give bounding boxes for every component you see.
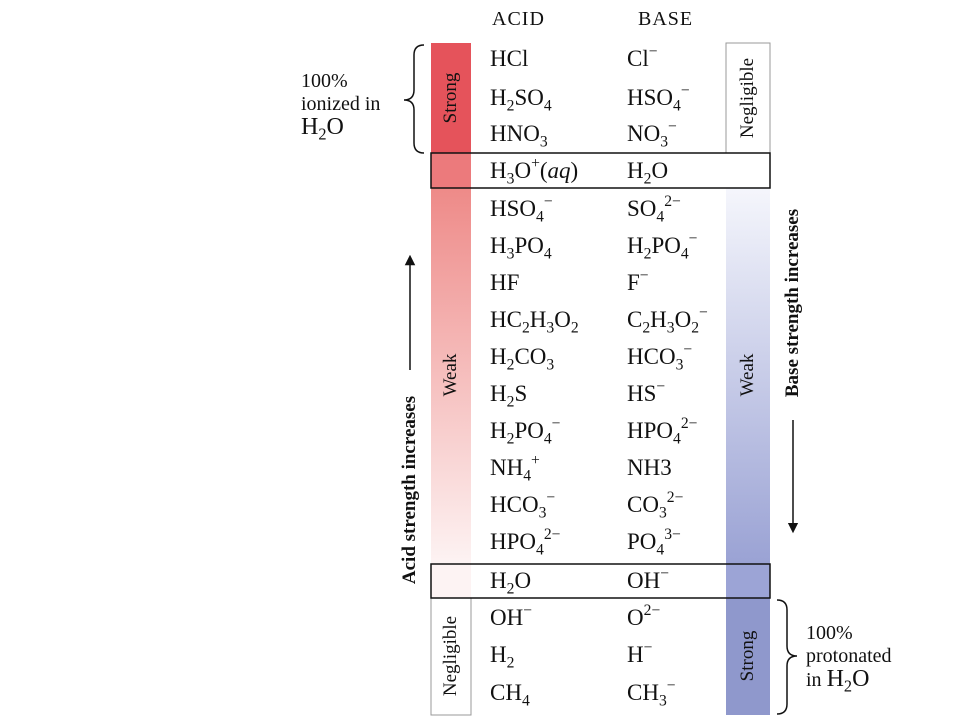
- ionized-note-line1: 100%: [301, 70, 348, 92]
- acid-cell-hso4: HSO4−: [490, 192, 553, 226]
- base-strength-axis-label: Base strength increases: [782, 208, 803, 398]
- acid-cell-hno3: HNO3: [490, 121, 548, 151]
- acid-strong-band: [431, 43, 471, 153]
- base-cell-hco3: HCO3−: [627, 340, 693, 374]
- acid-cell-hco3: HCO3−: [490, 488, 556, 522]
- protonated-note-line3: in H2O: [806, 666, 870, 696]
- acid-cell-hcl: HCl: [490, 46, 529, 71]
- base-strong-label: Strong: [737, 630, 758, 682]
- acid-cell-hc2h3o2: HC2H3O2: [490, 307, 579, 337]
- ionized-note: 100% ionized in H2O: [301, 70, 381, 144]
- ionized-brace: [403, 44, 425, 154]
- protonated-note-line1: 100%: [806, 622, 853, 644]
- base-cell-c2h3o2: C2H3O2−: [627, 303, 708, 337]
- acid-hydronium-band: [431, 153, 471, 188]
- acid-cell-h3o: H3O+(aq): [490, 154, 579, 188]
- base-weak-label: Weak: [737, 353, 758, 397]
- acid-cell-h3po4: H3PO4: [490, 233, 552, 263]
- acid-strong-label: Strong: [440, 72, 461, 124]
- base-strong-band: [726, 598, 770, 715]
- acid-cell-h2: H2: [490, 642, 515, 672]
- acid-weak-band: [431, 188, 471, 564]
- base-cell-cl: Cl−: [627, 42, 658, 71]
- protonated-brace: [776, 599, 798, 715]
- acid-cell-h2so4: H2SO4: [490, 85, 552, 115]
- base-negligible-band: [725, 42, 771, 154]
- acid-cell-hf: HF: [490, 270, 520, 295]
- base-cell-hso4: HSO4−: [627, 81, 690, 115]
- acid-negligible-label: Negligible: [440, 615, 461, 697]
- base-cell-h2o-top: H2O: [627, 158, 669, 188]
- protonated-note: 100% protonated in H2O: [806, 622, 892, 696]
- base-cell-ch3: CH3−: [627, 676, 676, 710]
- base-weak-band: [726, 188, 770, 564]
- acid-cell-h2co3: H2CO3: [490, 344, 555, 374]
- acid-cell-oh: OH−: [490, 601, 533, 630]
- base-cell-oh: OH−: [627, 564, 670, 593]
- acid-negligible-band: [430, 597, 472, 716]
- acid-column-header: ACID: [492, 8, 545, 30]
- base-cell-po4: PO43−: [627, 525, 681, 559]
- base-cell-hs: HS−: [627, 377, 666, 406]
- base-cell-no3: NO3−: [627, 117, 677, 151]
- water-row-box: [430, 563, 771, 599]
- acid-cell-h2o: H2O: [490, 568, 532, 598]
- acid-water-band: [431, 564, 471, 598]
- base-cell-h2po4: H2PO4−: [627, 229, 698, 263]
- protonated-note-line2: protonated: [806, 645, 892, 667]
- acid-cell-h2po4: H2PO4−: [490, 414, 561, 448]
- base-column-header: BASE: [638, 8, 694, 30]
- base-cell-hpo4: HPO42−: [627, 414, 698, 448]
- ionized-note-line3: H2O: [301, 114, 344, 144]
- base-cell-so4: SO42−: [627, 192, 681, 226]
- acid-weak-label: Weak: [440, 353, 461, 397]
- acid-cell-nh4: NH4+: [490, 451, 540, 485]
- acid-strength-axis-label: Acid strength increases: [399, 395, 420, 585]
- base-negligible-label: Negligible: [737, 57, 758, 139]
- base-cell-h-minus: H−: [627, 638, 653, 667]
- base-cell-f: F−: [627, 266, 649, 295]
- base-cell-co3: CO32−: [627, 488, 684, 522]
- base-water-band: [726, 564, 770, 598]
- base-cell-nh3: NH3: [627, 455, 672, 480]
- ionized-note-line2: ionized in: [301, 93, 381, 115]
- acid-cell-h2s: H2S: [490, 381, 528, 411]
- hydronium-row-box: [430, 152, 771, 189]
- base-cell-o2: O2−: [627, 601, 661, 630]
- acid-cell-ch4: CH4: [490, 680, 530, 710]
- acid-cell-hpo4: HPO42−: [490, 525, 561, 559]
